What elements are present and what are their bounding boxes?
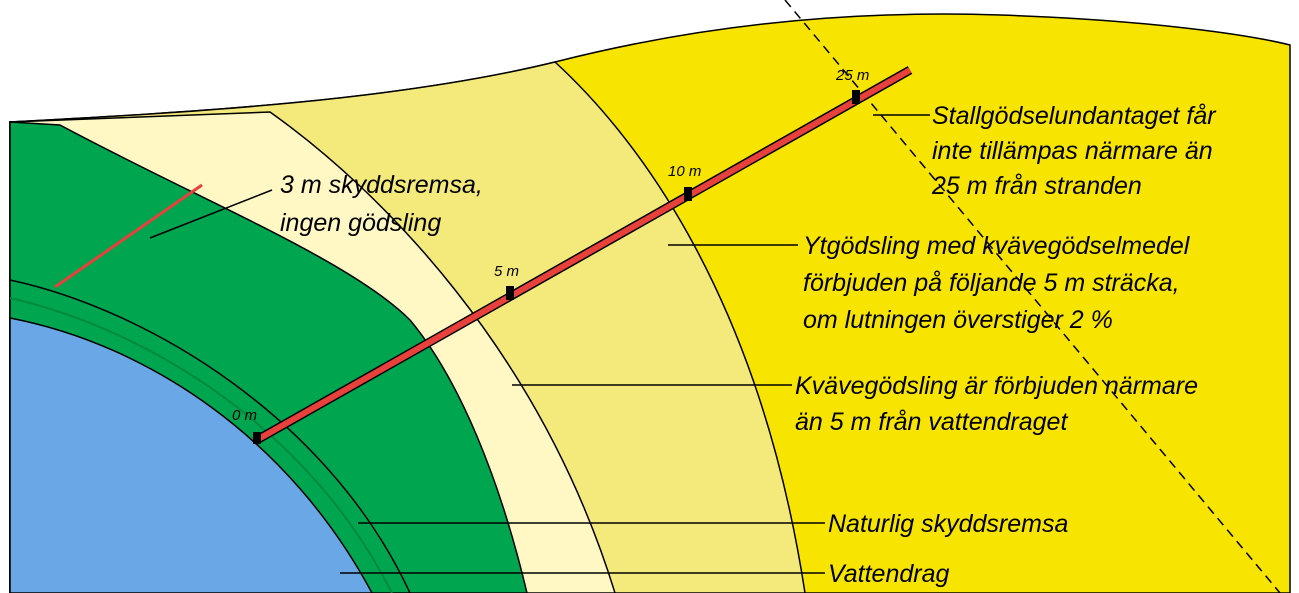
marker-tick — [852, 90, 860, 104]
annotation-line: Vattendrag — [828, 560, 949, 588]
distance-bar — [253, 67, 912, 444]
distance-marker: 5 m — [494, 263, 519, 280]
annotation-line: om lutningen överstiger 2 % — [803, 306, 1113, 334]
distance-marker: 0 m — [232, 407, 257, 424]
annotation-line: än 5 m från vattendraget — [795, 408, 1068, 436]
annotation-line: Naturlig skyddsremsa — [828, 510, 1068, 538]
annotation-line: inte tillämpas närmare än — [932, 137, 1213, 165]
leader-line — [149, 189, 273, 239]
distance-marker: 25 m — [835, 67, 869, 84]
annotation-line: Ytgödsling med kvävegödselmedel — [803, 232, 1191, 260]
annotation-line: Kvävegödsling är förbjuden närmare — [795, 372, 1198, 400]
annotation-line: 3 m skyddsremsa, — [280, 171, 483, 199]
marker-tick — [253, 432, 261, 444]
annotation-line: Stallgödselundantaget får — [932, 102, 1217, 130]
marker-tick — [684, 187, 692, 201]
annotation-line: 25 m från stranden — [931, 172, 1142, 200]
annotation-line: förbjuden på följande 5 m sträcka, — [803, 269, 1180, 297]
annotation-line: ingen gödsling — [280, 209, 441, 237]
distance-marker: 10 m — [668, 163, 701, 180]
strip-boundary — [54, 183, 203, 289]
natural-strip-inner — [9, 297, 393, 593]
natural-strip-edge — [9, 279, 411, 593]
watercourse — [9, 317, 373, 593]
marker-tick — [506, 286, 514, 300]
